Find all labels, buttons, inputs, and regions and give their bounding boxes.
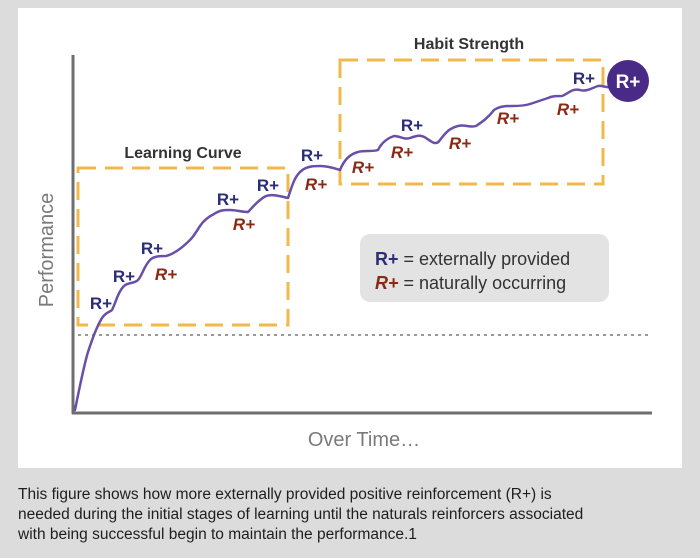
caption-line: with being successful begin to maintain … <box>18 526 417 543</box>
legend-natural-tag: R+ <box>375 273 399 293</box>
caption-line: needed during the initial stages of lear… <box>18 506 584 523</box>
learning-curve-box <box>76 166 290 327</box>
external-r-plus-label: R+ <box>90 294 112 313</box>
external-r-plus-label: R+ <box>113 267 135 286</box>
natural-r-plus-label: R+ <box>557 100 579 119</box>
natural-r-plus-label: R+ <box>497 109 519 128</box>
external-r-plus-label: R+ <box>573 69 595 88</box>
caption-line: This figure shows how more externally pr… <box>18 486 552 503</box>
legend-natural-row: R+ = naturally occurring <box>375 273 566 293</box>
performance-curve <box>73 84 612 412</box>
habit-strength-title: Habit Strength <box>414 36 524 53</box>
external-r-plus-label: R+ <box>257 176 279 195</box>
y-axis-label: Performance <box>36 193 58 308</box>
legend-external-row: R+ = externally provided <box>375 249 570 269</box>
natural-labels: R+ R+ R+ R+ R+ R+ R+ R+ <box>155 100 579 284</box>
end-badge-circle <box>607 60 649 102</box>
legend-external-text: = externally provided <box>399 249 571 269</box>
external-r-plus-label: R+ <box>401 116 423 135</box>
natural-r-plus-label: R+ <box>391 143 413 162</box>
natural-r-plus-label: R+ <box>233 215 255 234</box>
external-r-plus-label: R+ <box>217 190 239 209</box>
end-badge-label: R+ <box>616 72 641 93</box>
habit-strength-box <box>338 58 605 186</box>
natural-r-plus-label: R+ <box>352 158 374 177</box>
external-r-plus-label: R+ <box>301 146 323 165</box>
figure-caption: This figure shows how more externally pr… <box>18 485 686 545</box>
natural-r-plus-label: R+ <box>449 134 471 153</box>
x-axis-label: Over Time… <box>308 429 420 451</box>
diagram-canvas: Learning Curve Habit Strength Performanc… <box>36 36 652 451</box>
external-labels: R+ R+ R+ R+ R+ R+ R+ R+ <box>90 69 595 313</box>
legend-natural-text: = naturally occurring <box>399 273 567 293</box>
external-r-plus-label: R+ <box>141 239 163 258</box>
natural-r-plus-label: R+ <box>155 265 177 284</box>
learning-curve-title: Learning Curve <box>124 145 241 162</box>
legend-external-tag: R+ <box>375 249 399 269</box>
legend-box <box>360 234 609 302</box>
natural-r-plus-label: R+ <box>305 175 327 194</box>
